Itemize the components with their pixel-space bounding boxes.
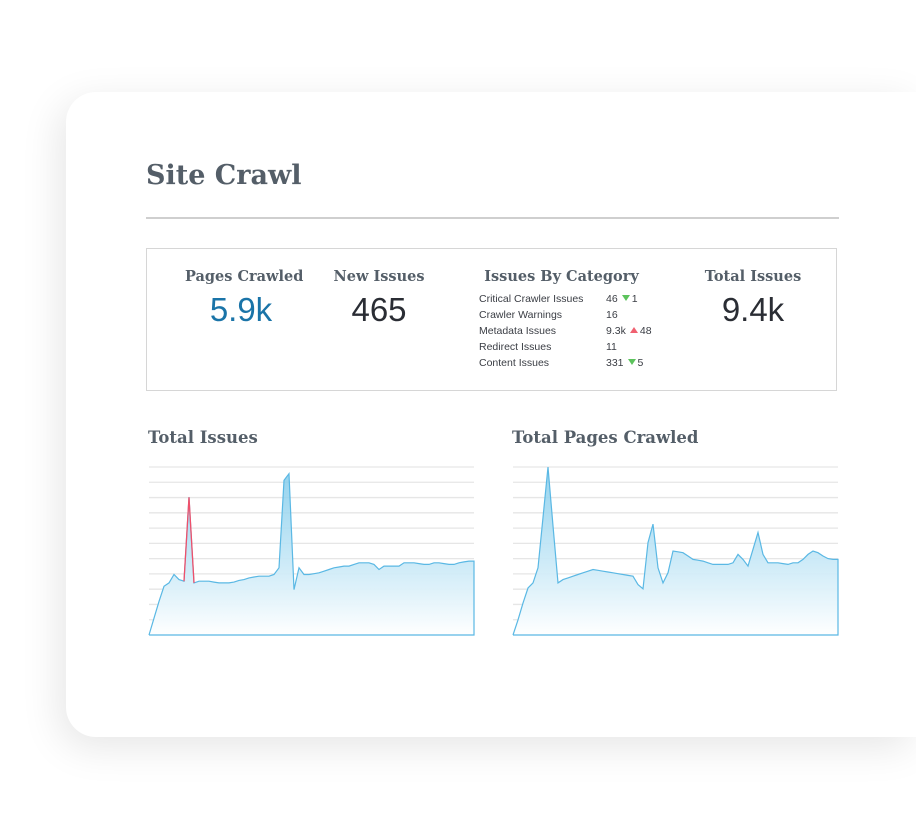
total-issues-chart <box>148 466 475 636</box>
category-name: Critical Crawler Issues <box>479 293 584 305</box>
stat-value: 9.4k <box>721 291 785 328</box>
divider <box>146 217 839 219</box>
category-value: 9.3k <box>606 325 626 337</box>
category-value-group: 46 1 <box>606 291 638 307</box>
stat-new-issues: New Issues 465 <box>333 268 425 329</box>
category-value-group: 16 <box>606 307 618 323</box>
category-name: Redirect Issues <box>479 341 552 353</box>
category-row: Critical Crawler Issues 46 1 <box>479 291 679 307</box>
area-fill <box>513 467 838 635</box>
category-value-group: 9.3k 48 <box>606 323 652 339</box>
stat-total-issues: Total Issues 9.4k <box>703 268 803 329</box>
trend-down-icon <box>627 359 636 365</box>
category-row: Redirect Issues 11 <box>479 339 679 355</box>
category-row: Crawler Warnings 16 <box>479 307 679 323</box>
trend-down-icon <box>621 295 630 301</box>
stat-label: Total Issues <box>704 268 802 285</box>
stat-pages-crawled: Pages Crawled 5.9k <box>185 268 304 329</box>
category-value: 16 <box>606 309 618 321</box>
chart-title-total-issues: Total Issues <box>148 428 258 447</box>
stat-label: Pages Crawled <box>185 268 304 285</box>
stat-value: 465 <box>351 291 407 328</box>
category-value-group: 331 5 <box>606 355 643 371</box>
area-fill <box>149 473 474 635</box>
issues-by-category: Issues By Category Critical Crawler Issu… <box>479 268 679 371</box>
stat-label: Issues By Category <box>484 268 639 285</box>
category-row: Content Issues 331 5 <box>479 355 679 371</box>
category-value: 11 <box>606 341 617 353</box>
category-value-group: 11 <box>606 339 617 355</box>
category-name: Content Issues <box>479 357 550 369</box>
stats-panel: Pages Crawled 5.9k New Issues 465 Issues… <box>146 248 837 391</box>
category-name: Crawler Warnings <box>479 309 563 321</box>
stat-label: New Issues <box>333 268 425 285</box>
category-value: 46 <box>606 293 618 305</box>
trend-up-icon <box>629 327 638 333</box>
chart-title-total-pages-crawled: Total Pages Crawled <box>512 428 699 447</box>
series-line <box>512 466 839 636</box>
category-row: Metadata Issues 9.3k 48 <box>479 323 679 339</box>
category-delta: 1 <box>631 293 638 305</box>
category-delta: 5 <box>637 357 644 369</box>
category-value: 331 <box>606 357 624 369</box>
category-delta: 48 <box>639 325 652 337</box>
highlight-spike <box>183 497 195 583</box>
page-title: Site Crawl <box>146 160 302 191</box>
series-line <box>148 471 475 636</box>
category-name: Metadata Issues <box>479 325 557 337</box>
total-pages-crawled-chart <box>512 466 839 636</box>
stat-value: 5.9k <box>209 291 273 328</box>
